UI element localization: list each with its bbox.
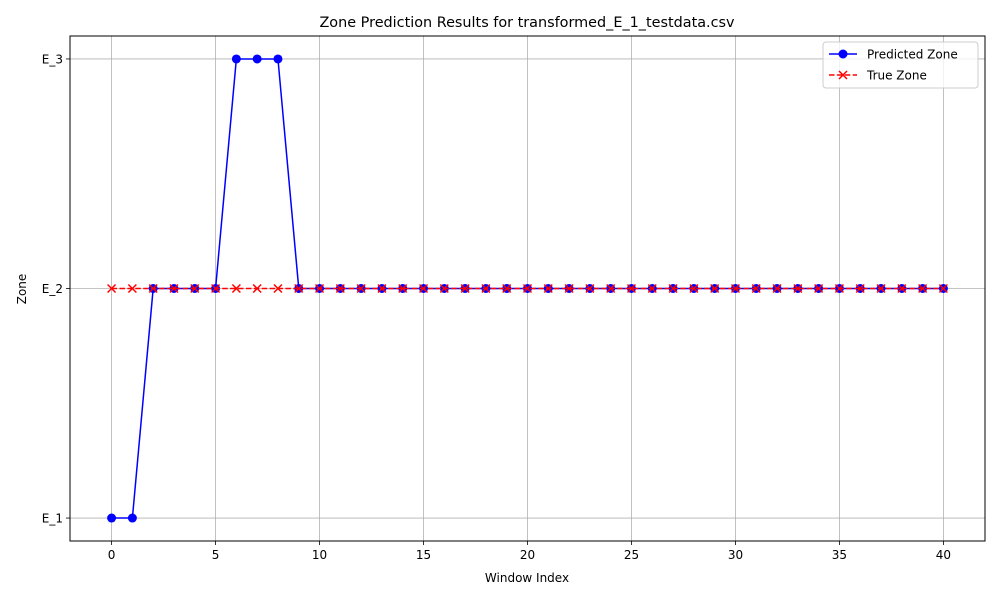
y-axis-ticks: E_1 E_2 E_3 — [42, 52, 70, 526]
data-point — [730, 283, 740, 294]
x-tick-label: 25 — [624, 548, 639, 562]
x-axis-ticks: 0 5 10 15 20 25 30 35 40 — [108, 541, 951, 562]
legend-label-true: True Zone — [866, 69, 927, 83]
chart-title: Zone Prediction Results for transformed_… — [319, 15, 735, 31]
data-point — [398, 283, 408, 294]
data-point — [460, 283, 470, 294]
data-point — [855, 283, 865, 294]
x-tick-label: 20 — [520, 548, 535, 562]
data-point — [710, 283, 720, 294]
data-point — [626, 283, 637, 294]
data-point — [252, 283, 262, 294]
data-point — [502, 283, 512, 294]
data-point — [148, 283, 158, 294]
data-point — [772, 283, 782, 294]
series-true-zone — [107, 283, 948, 294]
y-tick-label: E_3 — [42, 52, 63, 66]
data-point — [418, 283, 429, 294]
x-tick-label: 5 — [212, 548, 220, 562]
legend-entry-predicted: Predicted Zone — [829, 48, 958, 62]
data-point — [522, 283, 533, 294]
data-point — [689, 283, 699, 294]
data-point — [211, 283, 221, 294]
data-point — [231, 283, 241, 294]
legend: Predicted Zone True Zone — [822, 41, 979, 89]
data-point — [938, 283, 948, 294]
x-tick-label: 40 — [936, 548, 951, 562]
y-tick-label: E_1 — [42, 512, 63, 526]
data-point — [273, 283, 283, 294]
data-point — [814, 283, 824, 294]
data-point — [439, 283, 449, 294]
legend-entry-true: True Zone — [829, 69, 927, 83]
data-point — [876, 283, 886, 294]
x-tick-label: 15 — [416, 548, 431, 562]
data-point — [668, 283, 678, 294]
data-point — [252, 54, 262, 64]
legend-box — [822, 41, 979, 89]
data-point — [606, 283, 616, 294]
legend-marker-predicted — [838, 49, 848, 59]
data-point — [127, 513, 137, 523]
data-point — [107, 513, 117, 523]
data-point — [294, 283, 304, 294]
data-point — [564, 283, 574, 294]
data-point — [918, 283, 928, 294]
legend-label-predicted: Predicted Zone — [867, 48, 958, 62]
series-layer — [107, 54, 948, 523]
data-point — [543, 283, 553, 294]
data-point — [751, 283, 761, 294]
data-point — [356, 283, 366, 294]
data-point — [793, 283, 803, 294]
data-point — [315, 283, 325, 294]
x-tick-label: 0 — [108, 548, 116, 562]
data-point — [107, 283, 117, 294]
data-point — [231, 54, 241, 64]
y-tick-label: E_2 — [42, 282, 63, 296]
data-point — [335, 283, 345, 294]
data-point — [169, 283, 179, 294]
data-point — [127, 283, 137, 294]
data-point — [897, 283, 907, 294]
data-point — [377, 283, 387, 294]
data-point — [481, 283, 491, 294]
data-point — [647, 283, 657, 294]
data-point — [190, 283, 200, 294]
data-point — [273, 54, 283, 64]
x-tick-label: 10 — [312, 548, 327, 562]
legend-marker-true — [838, 70, 848, 80]
x-tick-label: 35 — [832, 548, 847, 562]
x-tick-label: 30 — [728, 548, 743, 562]
y-axis-title: Zone — [15, 274, 29, 305]
data-point — [585, 283, 595, 294]
data-point — [834, 283, 844, 294]
x-axis-title: Window Index — [485, 571, 569, 585]
